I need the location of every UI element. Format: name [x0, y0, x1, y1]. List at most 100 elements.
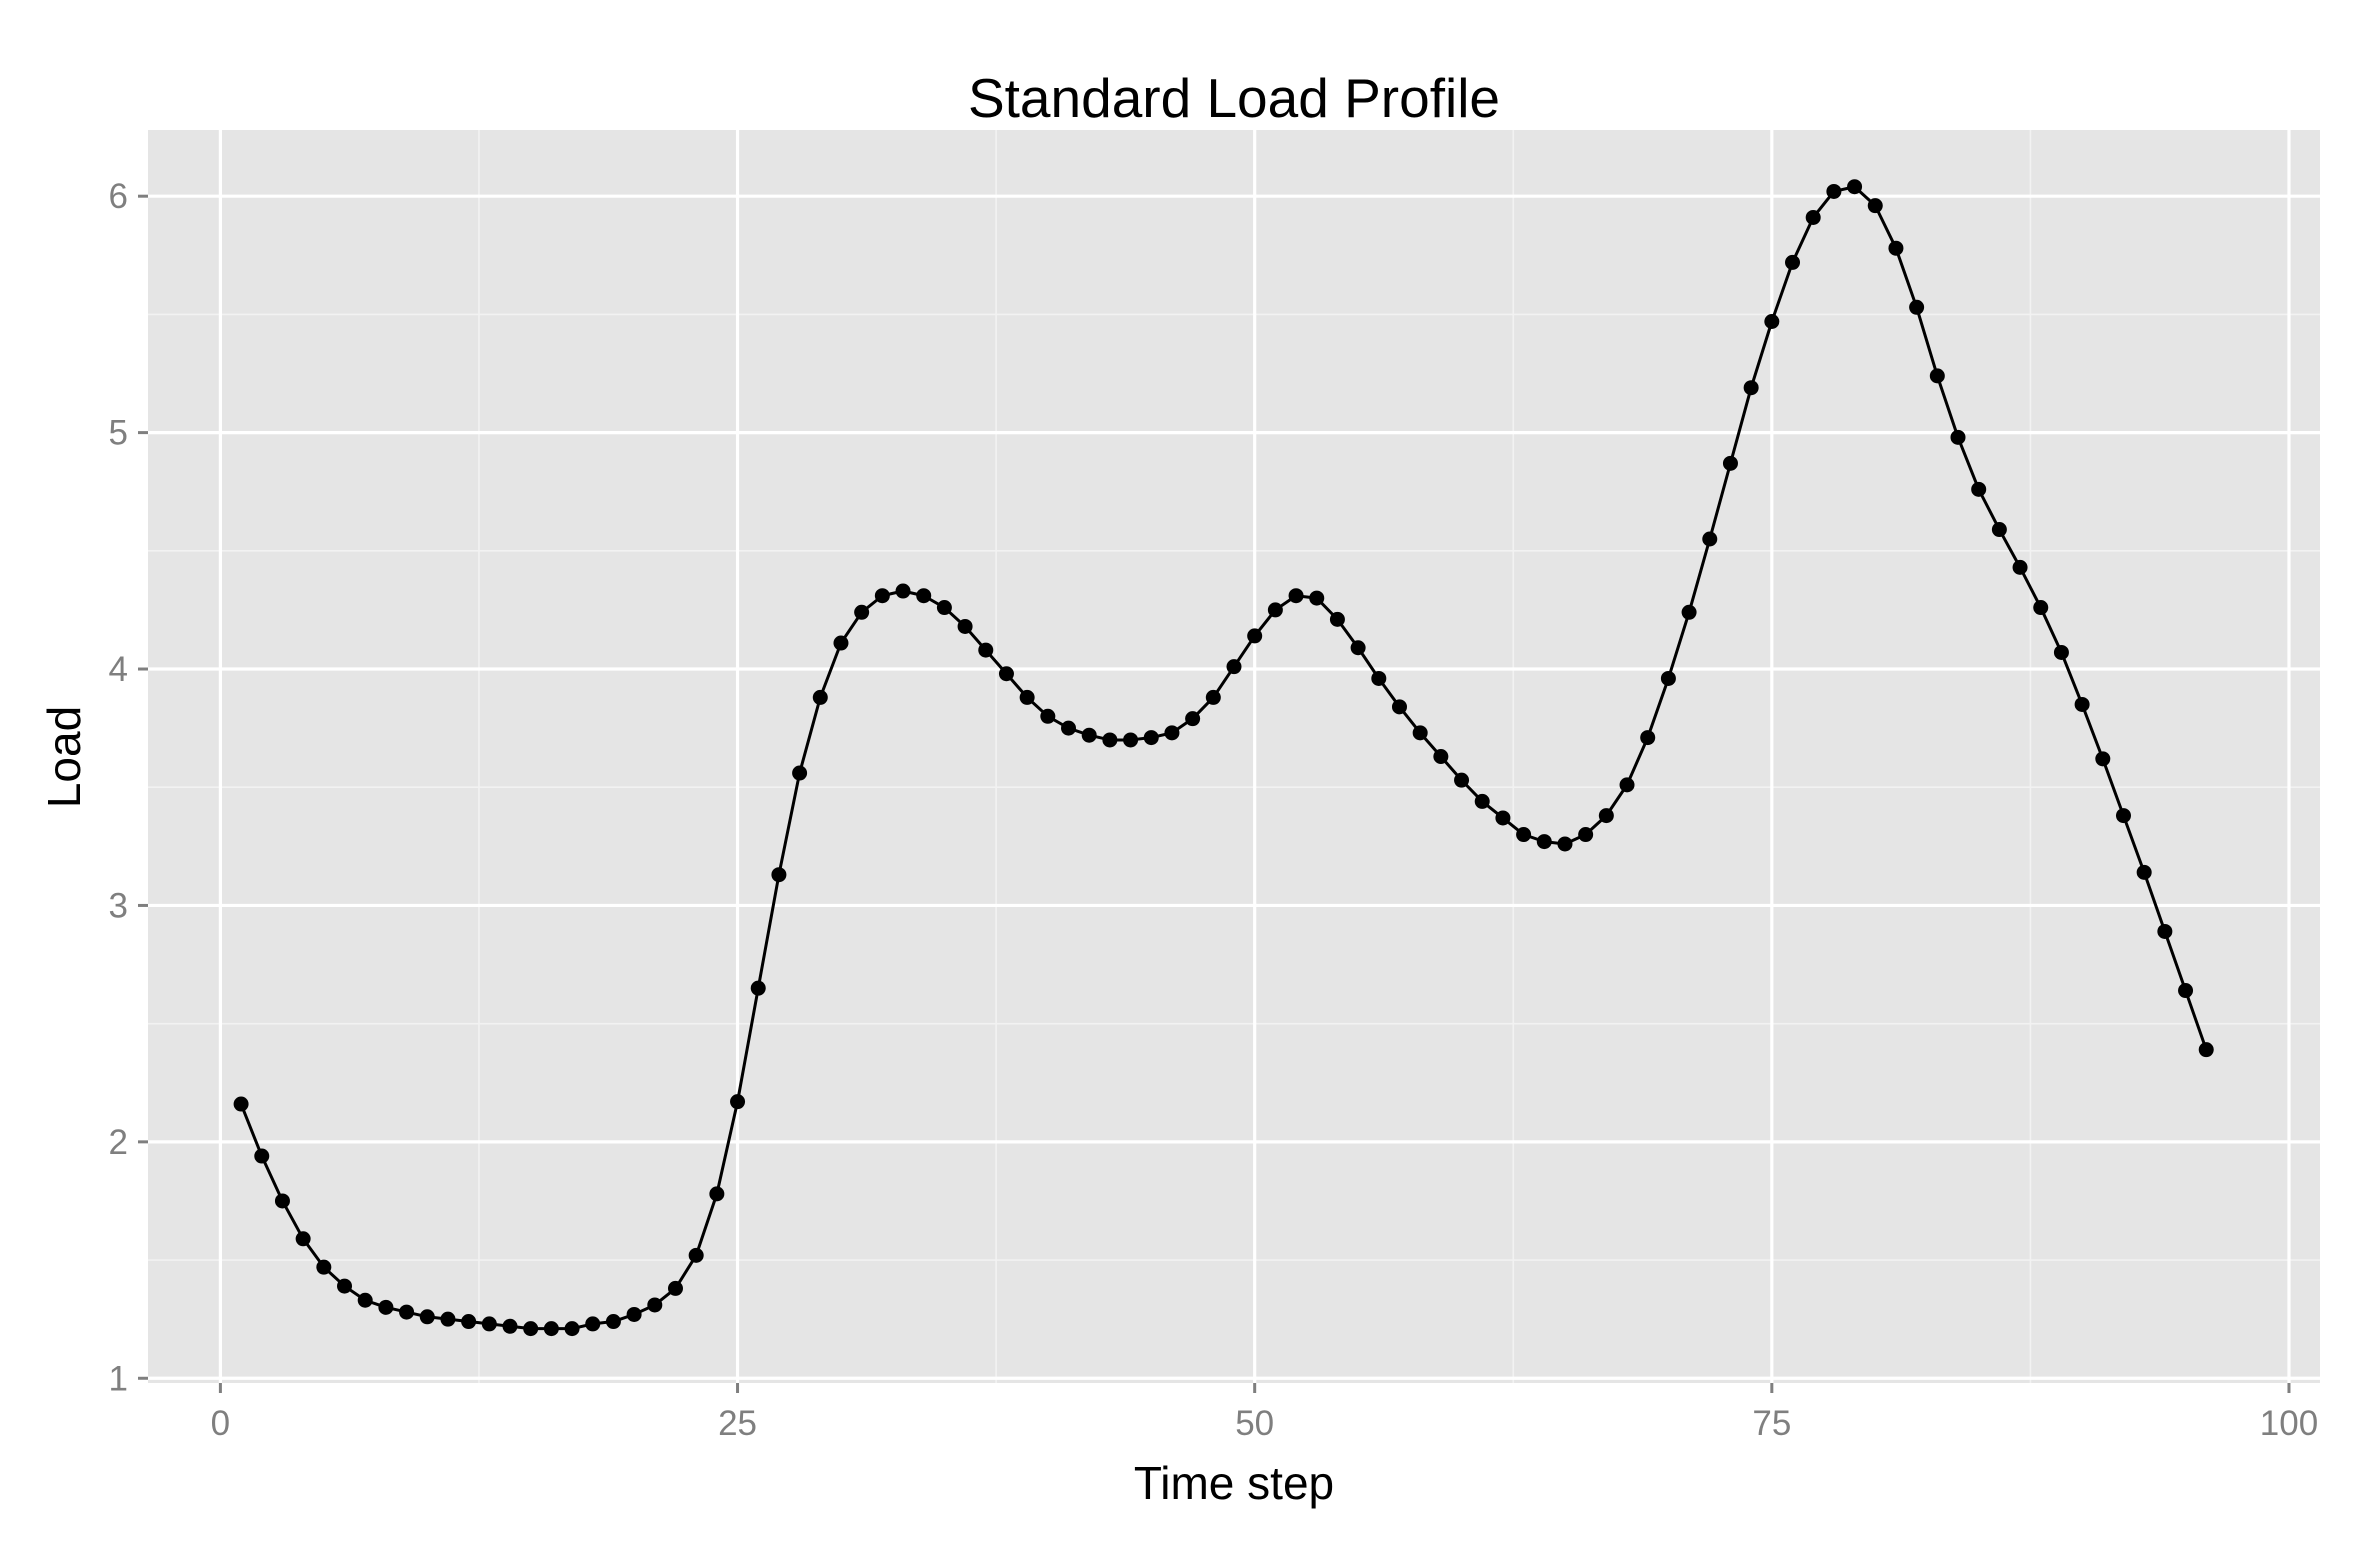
data-point — [1867, 198, 1883, 214]
y-tick-label: 1 — [109, 1359, 128, 1398]
data-point — [502, 1318, 518, 1334]
data-point — [2178, 983, 2194, 999]
axes: 0 25 50 75 100 1 2 3 4 5 6 — [109, 177, 2319, 1443]
data-point — [481, 1316, 497, 1332]
data-point — [730, 1094, 746, 1110]
data-point — [2115, 808, 2131, 824]
data-point — [2136, 864, 2152, 880]
data-point — [709, 1186, 725, 1202]
data-point — [1433, 749, 1449, 764]
data-point — [998, 666, 1014, 682]
data-point — [874, 588, 890, 604]
x-tick-label: 0 — [211, 1404, 230, 1443]
data-point — [812, 689, 828, 705]
data-layer — [233, 179, 2214, 1337]
data-point — [1267, 602, 1283, 618]
x-tick-label: 100 — [2260, 1404, 2318, 1443]
data-point — [626, 1306, 642, 1322]
data-point — [605, 1314, 621, 1330]
data-point — [1991, 522, 2007, 538]
data-point — [1247, 628, 1263, 644]
data-point — [399, 1304, 415, 1320]
data-point — [1205, 689, 1221, 705]
data-point — [1391, 699, 1407, 715]
data-point — [564, 1321, 580, 1337]
data-point — [274, 1193, 290, 1209]
data-point — [1123, 732, 1139, 748]
data-point — [1164, 725, 1180, 741]
data-point — [2198, 1042, 2214, 1058]
plot-panel — [148, 130, 2320, 1383]
data-point — [1081, 727, 1097, 743]
y-tick-label: 3 — [109, 886, 128, 925]
data-point — [2157, 923, 2173, 939]
data-point — [1040, 708, 1056, 724]
data-point — [1495, 810, 1511, 826]
data-point — [1350, 640, 1366, 656]
data-point — [1102, 732, 1118, 748]
data-point — [1371, 670, 1387, 686]
data-point — [2074, 696, 2090, 712]
data-point — [2095, 751, 2111, 767]
data-point — [1019, 689, 1035, 705]
data-point — [978, 642, 994, 658]
data-point — [750, 980, 766, 996]
data-point — [1412, 725, 1428, 741]
data-point — [1785, 254, 1801, 270]
data-point — [895, 583, 911, 599]
data-point — [1185, 711, 1201, 727]
data-point — [543, 1321, 559, 1337]
data-point — [1329, 611, 1345, 627]
data-point — [1929, 368, 1945, 384]
data-point — [233, 1096, 249, 1112]
data-point — [1909, 299, 1925, 315]
data-point — [667, 1280, 683, 1296]
data-point — [378, 1299, 394, 1315]
data-point — [1454, 772, 1470, 788]
data-point — [1598, 808, 1614, 824]
minor-gridlines — [148, 130, 2320, 1383]
data-point — [523, 1321, 539, 1337]
data-point — [1764, 313, 1780, 329]
data-point — [1971, 481, 1987, 497]
data-point — [916, 588, 932, 604]
data-point — [771, 867, 787, 883]
data-point — [792, 765, 808, 781]
data-point — [936, 600, 952, 616]
data-point — [1660, 670, 1676, 686]
data-point — [337, 1278, 353, 1294]
data-point — [1702, 531, 1718, 547]
data-point — [1805, 209, 1821, 225]
data-point — [1061, 720, 1077, 736]
data-point — [833, 635, 849, 651]
data-point — [647, 1297, 663, 1313]
data-point — [2012, 559, 2028, 575]
data-point — [1722, 455, 1738, 471]
y-tick-label: 5 — [109, 414, 128, 453]
data-point — [2053, 644, 2069, 660]
data-point — [254, 1148, 270, 1164]
data-point — [1950, 429, 1966, 445]
data-point — [854, 604, 870, 620]
data-point — [1288, 588, 1304, 604]
data-point — [1536, 834, 1552, 850]
y-tick-label: 2 — [109, 1123, 128, 1162]
y-tick-label: 4 — [109, 650, 128, 689]
data-point — [1557, 836, 1573, 852]
data-point — [1226, 659, 1242, 675]
x-tick-label: 25 — [718, 1404, 757, 1443]
y-axis-title: Load — [38, 706, 90, 808]
x-tick-label: 75 — [1752, 1404, 1791, 1443]
x-tick-label: 50 — [1235, 1404, 1274, 1443]
data-point — [1143, 730, 1159, 746]
chart-title: Standard Load Profile — [968, 67, 1500, 129]
data-point — [1516, 827, 1532, 843]
data-point — [1640, 730, 1656, 746]
data-point — [1578, 827, 1594, 843]
data-point — [316, 1259, 332, 1275]
data-point — [585, 1316, 601, 1332]
data-point — [688, 1247, 704, 1263]
data-point — [1309, 590, 1325, 606]
